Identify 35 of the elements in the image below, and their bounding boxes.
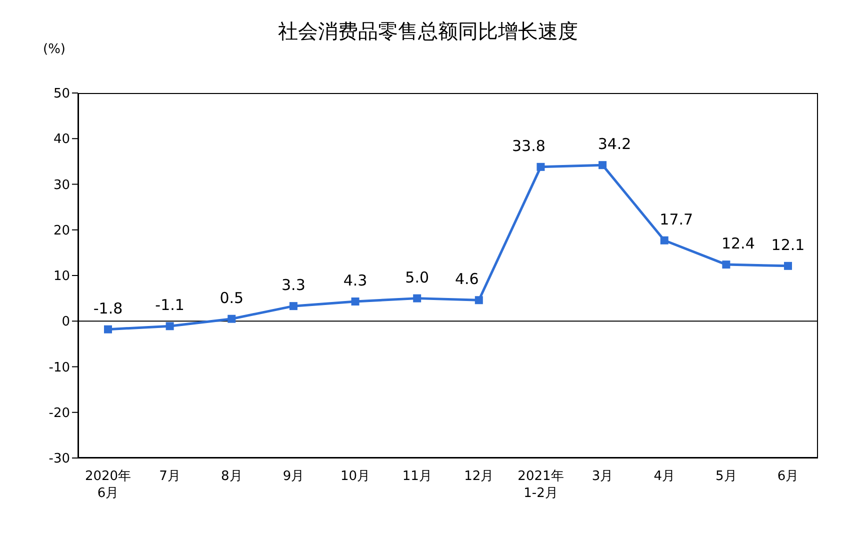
data-label: 17.7: [660, 210, 694, 228]
y-tick-label: 30: [53, 178, 70, 193]
data-label: 33.8: [512, 136, 546, 155]
data-label: 3.3: [282, 276, 306, 294]
data-label: 34.2: [598, 135, 632, 154]
x-tick-label: 2020年 6月: [84, 469, 132, 501]
x-tick-label: 3月: [592, 469, 614, 484]
y-tick-label: 20: [53, 223, 70, 238]
y-tick-label: -10: [48, 360, 70, 376]
x-tick-label: 7月: [159, 469, 180, 484]
data-label: 4.6: [454, 270, 479, 288]
y-tick-label: 40: [53, 132, 70, 148]
y-tick-label: -20: [48, 406, 70, 421]
x-tick-label: 5月: [716, 469, 737, 484]
x-tick-label: 2021年 1-2月: [518, 469, 564, 501]
chart-title: 社会消费品零售总额同比增长速度: [278, 19, 578, 43]
x-tick-label: 9月: [282, 469, 304, 484]
data-label: 5.0: [405, 268, 430, 286]
data-label: -1.8: [93, 299, 123, 318]
x-tick-label: 4月: [654, 469, 676, 484]
y-tick-label: 50: [53, 86, 70, 102]
data-label: -1.1: [155, 296, 184, 314]
data-label: 4.3: [343, 272, 368, 290]
data-label: 12.4: [721, 234, 755, 253]
y-tick-label: 0: [62, 314, 70, 330]
data-label: 12.1: [771, 236, 805, 254]
data-label: 0.5: [220, 288, 244, 307]
y-axis-title: (%): [43, 42, 66, 57]
x-tick-label: 11月: [402, 469, 432, 484]
x-tick-label: 6月: [777, 469, 799, 484]
y-tick-label: -30: [48, 452, 70, 467]
x-tick-label: 10月: [340, 469, 370, 484]
y-tick-label: 10: [53, 269, 70, 284]
x-tick-label: 8月: [220, 469, 242, 484]
x-tick-label: 12月: [464, 469, 494, 484]
